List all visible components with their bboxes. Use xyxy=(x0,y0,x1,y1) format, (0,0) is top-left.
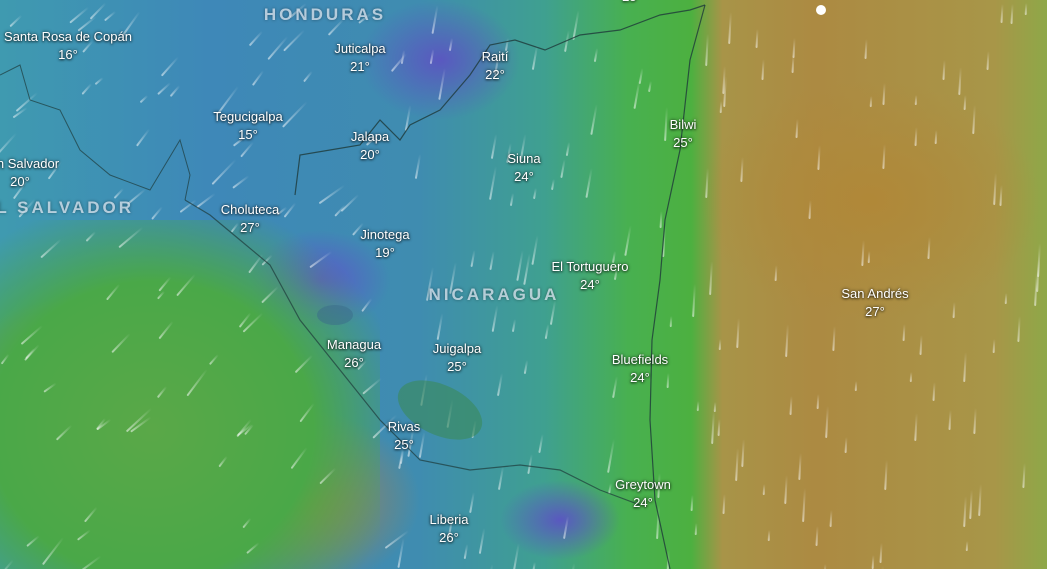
city-label[interactable]: Tegucigalpa 15° xyxy=(213,108,282,144)
city-label[interactable]: San Salvador 20° xyxy=(0,155,59,191)
city-name: Rivas xyxy=(387,419,421,434)
country-label-honduras: HONDURAS xyxy=(263,5,387,24)
city-label[interactable]: Bilwi 25° xyxy=(670,116,697,152)
city-temperature: 24° xyxy=(514,169,534,184)
city-label[interactable]: Bluefields 24° xyxy=(612,351,668,387)
city-label[interactable]: Rivas 25° xyxy=(388,418,421,454)
city-name: Juigalpa xyxy=(432,341,482,356)
city-temperature: 22° xyxy=(485,67,505,82)
city-temperature: 25° xyxy=(622,0,642,6)
city-name: Tegucigalpa xyxy=(213,109,283,124)
country-label-nicaragua: NICARAGUA xyxy=(428,285,560,304)
city-temperature: 20° xyxy=(10,174,30,189)
city-label[interactable]: Liberia 26° xyxy=(429,511,468,547)
city-label[interactable]: Choluteca 27° xyxy=(221,201,280,237)
city-temperature: 25° xyxy=(447,359,467,374)
city-temperature: 27° xyxy=(865,304,885,319)
city-temperature: 15° xyxy=(238,127,258,142)
city-label[interactable]: Juticalpa 21° xyxy=(334,40,385,76)
city-temperature: 25° xyxy=(394,437,414,452)
city-name: Siuna xyxy=(507,151,541,166)
city-name: El Tortuguero xyxy=(551,259,629,274)
city-temperature: 26° xyxy=(439,530,459,545)
city-temperature: 26° xyxy=(344,355,364,370)
city-temperature: 20° xyxy=(360,147,380,162)
city-name: Bilwi xyxy=(669,117,697,132)
city-name: San Salvador xyxy=(0,156,60,171)
country-label-el-salvador: EL SALVADOR xyxy=(0,198,135,217)
city-label[interactable]: 25° xyxy=(622,0,642,6)
city-name: Bluefields xyxy=(611,352,669,367)
city-temperature: 24° xyxy=(580,277,600,292)
city-label[interactable]: Raití 22° xyxy=(482,48,509,84)
city-temperature: 25° xyxy=(673,135,693,150)
city-name: Jalapa xyxy=(350,129,390,144)
city-label[interactable]: Jinotega 19° xyxy=(360,226,409,262)
city-name: Managua xyxy=(326,337,382,352)
city-name: Greytown xyxy=(615,477,671,492)
city-label[interactable]: Managua 26° xyxy=(327,336,381,372)
city-name: Santa Rosa de Copán xyxy=(4,29,132,44)
city-name: Juticalpa xyxy=(334,41,386,56)
city-name: Raití xyxy=(481,49,509,64)
city-label[interactable]: Greytown 24° xyxy=(615,476,671,512)
city-label[interactable]: Siuna 24° xyxy=(507,150,540,186)
city-temperature: 24° xyxy=(633,495,653,510)
city-name: San Andrés xyxy=(841,286,909,301)
city-temperature: 21° xyxy=(350,59,370,74)
city-temperature: 27° xyxy=(240,220,260,235)
city-name: Choluteca xyxy=(220,202,280,217)
city-label[interactable]: Jalapa 20° xyxy=(351,128,389,164)
location-marker[interactable] xyxy=(816,5,826,15)
city-label[interactable]: Juigalpa 25° xyxy=(433,340,481,376)
city-label[interactable]: El Tortuguero 24° xyxy=(551,258,628,294)
city-name: Liberia xyxy=(429,512,469,527)
city-temperature: 24° xyxy=(630,370,650,385)
city-temperature: 19° xyxy=(375,245,395,260)
city-name: Jinotega xyxy=(360,227,410,242)
city-temperature: 16° xyxy=(58,47,78,62)
city-label[interactable]: Santa Rosa de Copán 16° xyxy=(4,28,132,64)
city-label[interactable]: San Andrés 27° xyxy=(841,285,908,321)
